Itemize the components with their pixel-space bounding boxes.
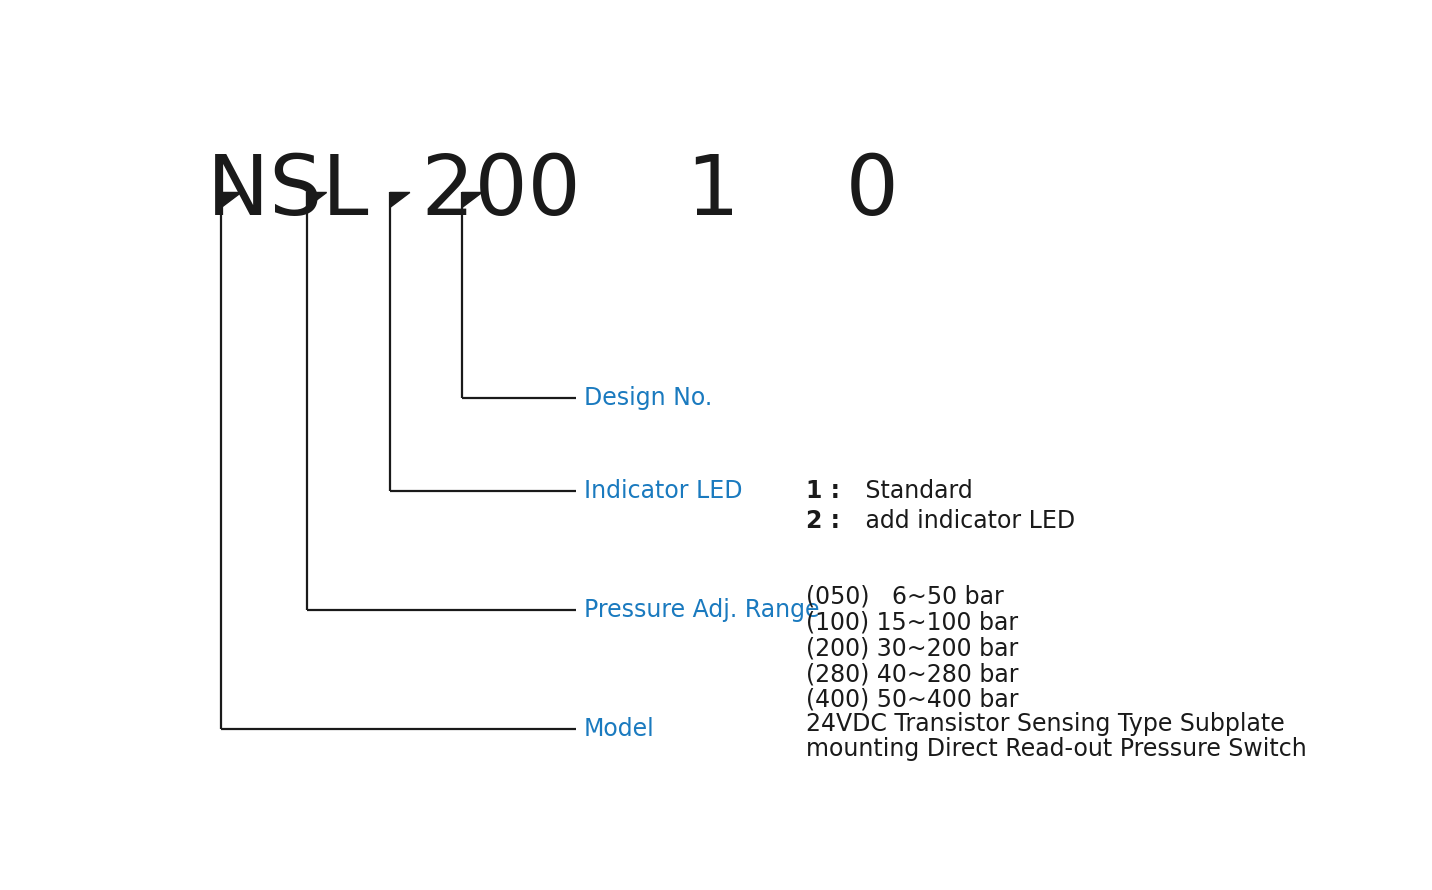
Polygon shape	[390, 192, 410, 207]
Text: (100) 15~100 bar: (100) 15~100 bar	[806, 611, 1018, 635]
Text: 1 :: 1 :	[806, 479, 841, 503]
Polygon shape	[463, 192, 483, 207]
Text: NSL  200    1    0: NSL 200 1 0	[206, 151, 898, 232]
Text: mounting Direct Read-out Pressure Switch: mounting Direct Read-out Pressure Switch	[806, 737, 1307, 761]
Polygon shape	[221, 192, 241, 207]
Text: Pressure Adj. Range: Pressure Adj. Range	[584, 598, 819, 622]
Text: Standard: Standard	[842, 479, 972, 503]
Text: (200) 30~200 bar: (200) 30~200 bar	[806, 636, 1018, 660]
Polygon shape	[306, 192, 326, 207]
Text: add indicator LED: add indicator LED	[842, 509, 1075, 533]
Text: Design No.: Design No.	[584, 386, 712, 410]
Text: 24VDC Transistor Sensing Type Subplate: 24VDC Transistor Sensing Type Subplate	[806, 712, 1285, 735]
Text: (280) 40~280 bar: (280) 40~280 bar	[806, 662, 1018, 686]
Text: (050)   6~50 bar: (050) 6~50 bar	[806, 585, 1004, 609]
Text: Model: Model	[584, 717, 654, 741]
Text: (400) 50~400 bar: (400) 50~400 bar	[806, 688, 1018, 712]
Text: Indicator LED: Indicator LED	[584, 479, 743, 503]
Text: 2 :: 2 :	[806, 509, 841, 533]
